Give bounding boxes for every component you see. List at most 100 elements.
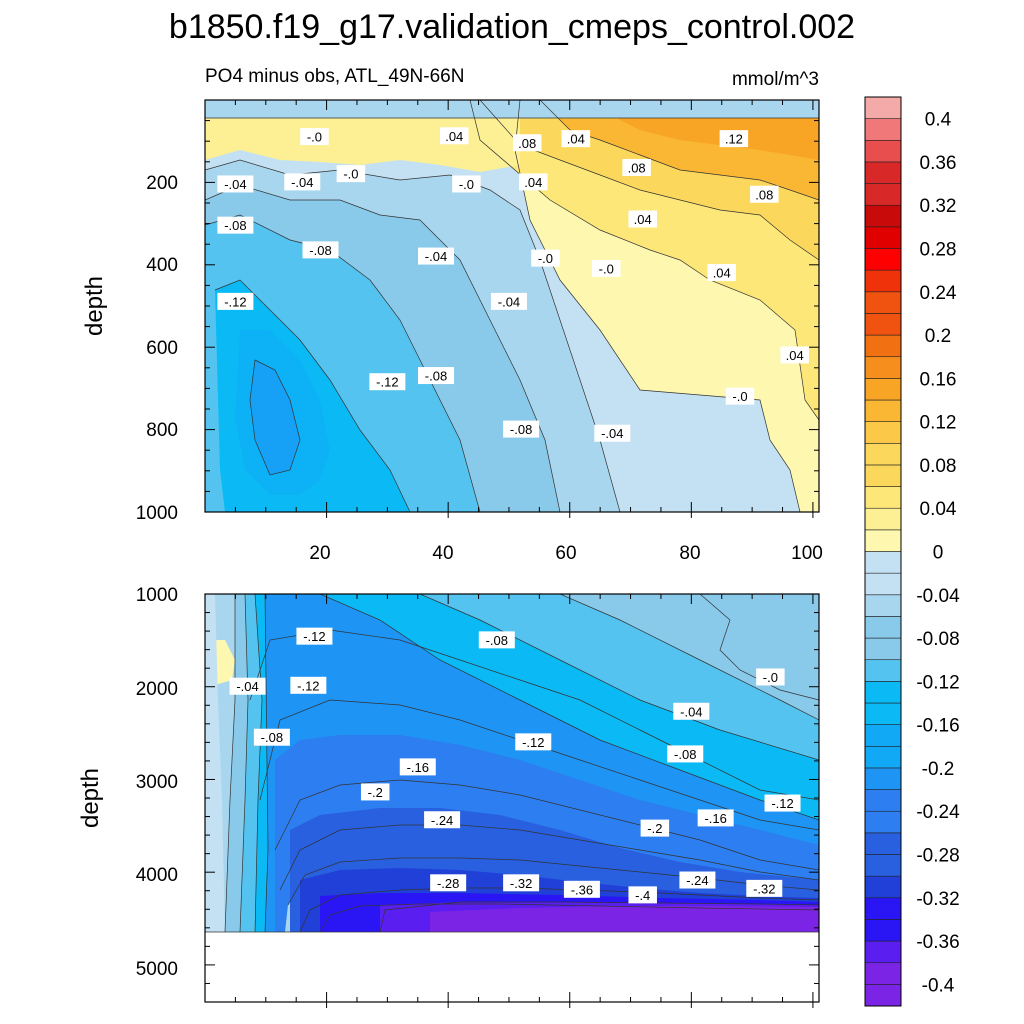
lower-left-wall — [205, 594, 225, 932]
upper-contour-label-box — [719, 130, 749, 148]
upper-ylabel: depth — [81, 276, 108, 336]
colorbar-tick-label: -0.24 — [916, 802, 960, 823]
colorbar-box — [864, 724, 902, 747]
upper-contour-label-box — [284, 173, 321, 191]
upper-contour-label: -.08 — [224, 218, 246, 233]
upper-contour-label: .08 — [755, 187, 773, 202]
colorbar: 0.4 0.36 0.32 0.28 0.24 0.2 0.16 0.12 0.08 0.04 0 -… — [864, 96, 960, 1007]
xtick-label: 60 — [555, 543, 576, 564]
colorbar-box — [864, 529, 902, 552]
lower-contour-label: -.12 — [771, 796, 793, 811]
colorbar-box — [864, 854, 902, 877]
xtick-label: 20 — [309, 543, 330, 564]
upper-contour-label-box — [707, 264, 736, 282]
colorbar-tick-label: -0.32 — [916, 889, 959, 910]
colorbar-box — [864, 875, 902, 899]
colorbar-box — [864, 226, 902, 249]
colorbar-tick-label: 0.12 — [920, 413, 957, 434]
colorbar-box — [864, 616, 902, 639]
colorbar-box — [864, 269, 902, 293]
xtick-label: 80 — [679, 543, 700, 564]
lower-contour-label-box — [628, 886, 657, 904]
upper-contour-label-box — [369, 373, 406, 391]
upper-axis-ticks — [204, 99, 819, 518]
upper-contour-label-box — [300, 128, 329, 146]
colorbar-tick-label: -0.36 — [916, 932, 959, 953]
upper-contour-label-box — [512, 134, 542, 152]
colorbar-box — [864, 399, 902, 422]
colorbar-box — [864, 637, 902, 661]
upper-contour-label: -.12 — [376, 375, 398, 390]
lower-contour-label: -.04 — [236, 679, 258, 694]
upper-contour-label-box — [452, 175, 481, 193]
colorbar-tick-label: -0.16 — [916, 716, 959, 737]
lower-ytick-label: 2000 — [136, 679, 178, 700]
colorbar-tick-label: 0.16 — [920, 369, 957, 390]
upper-contour-label: .12 — [725, 132, 743, 147]
colorbar-box — [864, 421, 902, 444]
colorbar-box — [864, 378, 902, 401]
xtick-label: 40 — [432, 543, 453, 564]
colorbar-box — [864, 486, 902, 509]
lower-contour-label-box — [640, 819, 670, 837]
lower-ytick-label: 4000 — [136, 865, 178, 886]
upper-contour-label: -.08 — [510, 422, 532, 437]
colorbar-tick-label: 0.2 — [925, 326, 951, 347]
upper-contour-label: -.04 — [601, 426, 623, 441]
upper-contour-label: -.08 — [425, 369, 447, 384]
upper-contour-label: .08 — [628, 160, 646, 175]
upper-contour-label-box — [519, 173, 548, 191]
colorbar-boxes — [864, 96, 902, 1007]
upper-contour-label: -.0 — [538, 251, 553, 266]
colorbar-tick-label: -0.12 — [916, 672, 959, 693]
colorbar-tick-label: 0.32 — [920, 196, 957, 217]
lower-contour-label-box — [296, 627, 333, 645]
upper-contour-label: -.04 — [498, 294, 520, 309]
lower-contour-label: -.12 — [297, 678, 319, 693]
upper-contour-label-box — [531, 249, 560, 267]
upper-contour-label-box — [217, 216, 254, 234]
upper-contour-label-box — [217, 175, 254, 193]
lower-contour-label-box — [756, 668, 785, 686]
lower-contour-label: -.28 — [437, 876, 459, 891]
colorbar-box — [864, 291, 902, 314]
lower-contour-label-box — [746, 879, 783, 897]
upper-contour-label: -.0 — [732, 389, 747, 404]
colorbar-tick-label: 0.24 — [920, 283, 957, 304]
upper-contour-label: -.0 — [599, 261, 614, 276]
colorbar-box — [864, 161, 902, 184]
colorbar-tick-label: -0.08 — [916, 629, 959, 650]
colorbar-box — [864, 551, 902, 574]
lower-contour-label-box — [399, 758, 436, 776]
lower-ytick-label: 1000 — [136, 585, 178, 606]
region-surface-cap — [205, 100, 819, 118]
lower-contour-label: -.32 — [510, 876, 532, 891]
lower-contour-label: -.2 — [368, 785, 383, 800]
colorbar-tick-label: 0.04 — [920, 499, 957, 520]
colorbar-frame — [864, 96, 902, 1007]
lower-contour-label-box — [764, 794, 801, 812]
figure-title: b1850.f19_g17.validation_cmeps_control.0… — [169, 8, 855, 46]
colorbar-box — [864, 313, 902, 336]
colorbar-tick-labels: 0.4 0.36 0.32 0.28 0.24 0.2 0.16 0.12 0.08 0.04 0 -… — [916, 110, 960, 997]
upper-contour-label-box — [503, 420, 540, 438]
colorbar-tick-label: -0.4 — [922, 975, 955, 996]
colorbar-box — [864, 204, 902, 228]
lower-contour-label: -.2 — [647, 821, 662, 836]
lower-contour-label-box — [503, 874, 540, 892]
upper-contour-label-box — [750, 185, 779, 203]
upper-contour-lines — [205, 100, 819, 512]
upper-contour-label: .04 — [634, 212, 652, 227]
lower-bottom-mask — [205, 932, 819, 1002]
lower-contour-label: -.4 — [635, 888, 650, 903]
lower-contour-label-box — [229, 677, 266, 695]
upper-contour-label: .04 — [713, 266, 731, 281]
lower-axis-ticks — [204, 593, 819, 1008]
colorbar-box — [864, 789, 902, 812]
upper-contour-label: .04 — [786, 348, 804, 363]
upper-contour-label-box — [418, 247, 455, 265]
colorbar-tick-label: -0.28 — [916, 846, 959, 867]
upper-contour-label-box — [302, 241, 339, 259]
lower-contour-label-box — [697, 809, 734, 827]
lower-contour-label-box — [515, 733, 552, 751]
